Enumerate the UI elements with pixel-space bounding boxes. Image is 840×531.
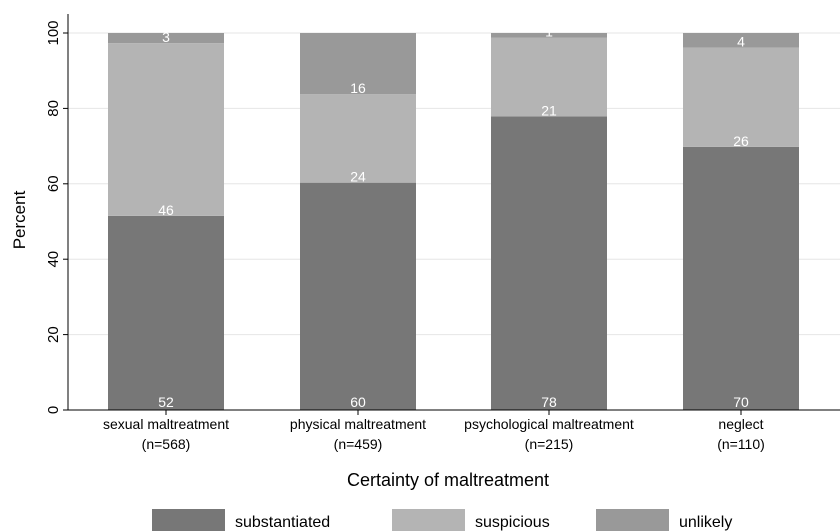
bar-segment-unlikely — [300, 33, 416, 95]
legend-swatch-substantiated — [152, 509, 225, 531]
x-tick-label: (n=568) — [142, 436, 191, 452]
legend-swatch-suspicious — [392, 509, 465, 531]
data-label-substantiated: 70 — [733, 394, 749, 410]
bars — [108, 33, 799, 410]
x-tick-label: (n=110) — [717, 436, 765, 452]
x-axis-title: Certainty of maltreatment — [347, 470, 549, 490]
data-label-unlikely: 3 — [162, 29, 170, 45]
bar-segment-substantiated — [683, 146, 799, 410]
legend: substantiated suspicious unlikely — [152, 509, 732, 531]
data-label-suspicious: 24 — [350, 169, 366, 185]
data-label-substantiated: 78 — [541, 394, 557, 410]
bar-segment-suspicious — [300, 94, 416, 183]
legend-swatch-unlikely — [596, 509, 669, 531]
x-tick-label: psychological maltreatment — [464, 416, 634, 432]
y-tick-label: 80 — [45, 100, 62, 117]
data-label-suspicious: 21 — [541, 102, 557, 118]
x-tick-label: sexual maltreatment — [103, 416, 229, 432]
legend-label-unlikely: unlikely — [679, 514, 732, 531]
bar-segment-unlikely — [108, 33, 224, 44]
y-axis-title: Percent — [10, 190, 29, 249]
y-tick-label: 60 — [45, 175, 62, 192]
bar-segment-unlikely — [683, 33, 799, 48]
bar-segment-substantiated — [108, 215, 224, 410]
y-tick-label: 20 — [45, 326, 62, 343]
axes: 0 20 40 60 80 100 sexual maltreatment (n=568) ph… — [45, 14, 840, 452]
bar-segment-unlikely — [491, 33, 607, 38]
bar-segment-suspicious — [108, 43, 224, 216]
data-label-suspicious: 46 — [158, 202, 174, 218]
x-tick-label: neglect — [718, 416, 763, 432]
y-tick-label: 100 — [45, 20, 62, 45]
bar-segment-substantiated — [491, 116, 607, 410]
legend-label-substantiated: substantiated — [235, 514, 330, 531]
bar-segment-suspicious — [683, 47, 799, 147]
x-tick-label: (n=459) — [334, 436, 383, 452]
data-label-substantiated: 60 — [350, 394, 366, 410]
data-label-unlikely: 16 — [350, 80, 366, 96]
y-tick-label: 40 — [45, 251, 62, 268]
data-labels: 52 46 3 60 24 16 78 21 1 70 26 4 — [158, 24, 749, 410]
bar-segment-substantiated — [300, 182, 416, 410]
bar-segment-suspicious — [491, 37, 607, 117]
x-tick-label: (n=215) — [525, 436, 574, 452]
legend-label-suspicious: suspicious — [475, 514, 550, 531]
x-tick-label: physical maltreatment — [290, 416, 426, 432]
data-label-unlikely: 4 — [737, 34, 745, 50]
data-label-unlikely: 1 — [545, 24, 553, 40]
data-label-substantiated: 52 — [158, 394, 174, 410]
data-label-suspicious: 26 — [733, 133, 749, 149]
y-tick-label: 0 — [45, 406, 62, 414]
